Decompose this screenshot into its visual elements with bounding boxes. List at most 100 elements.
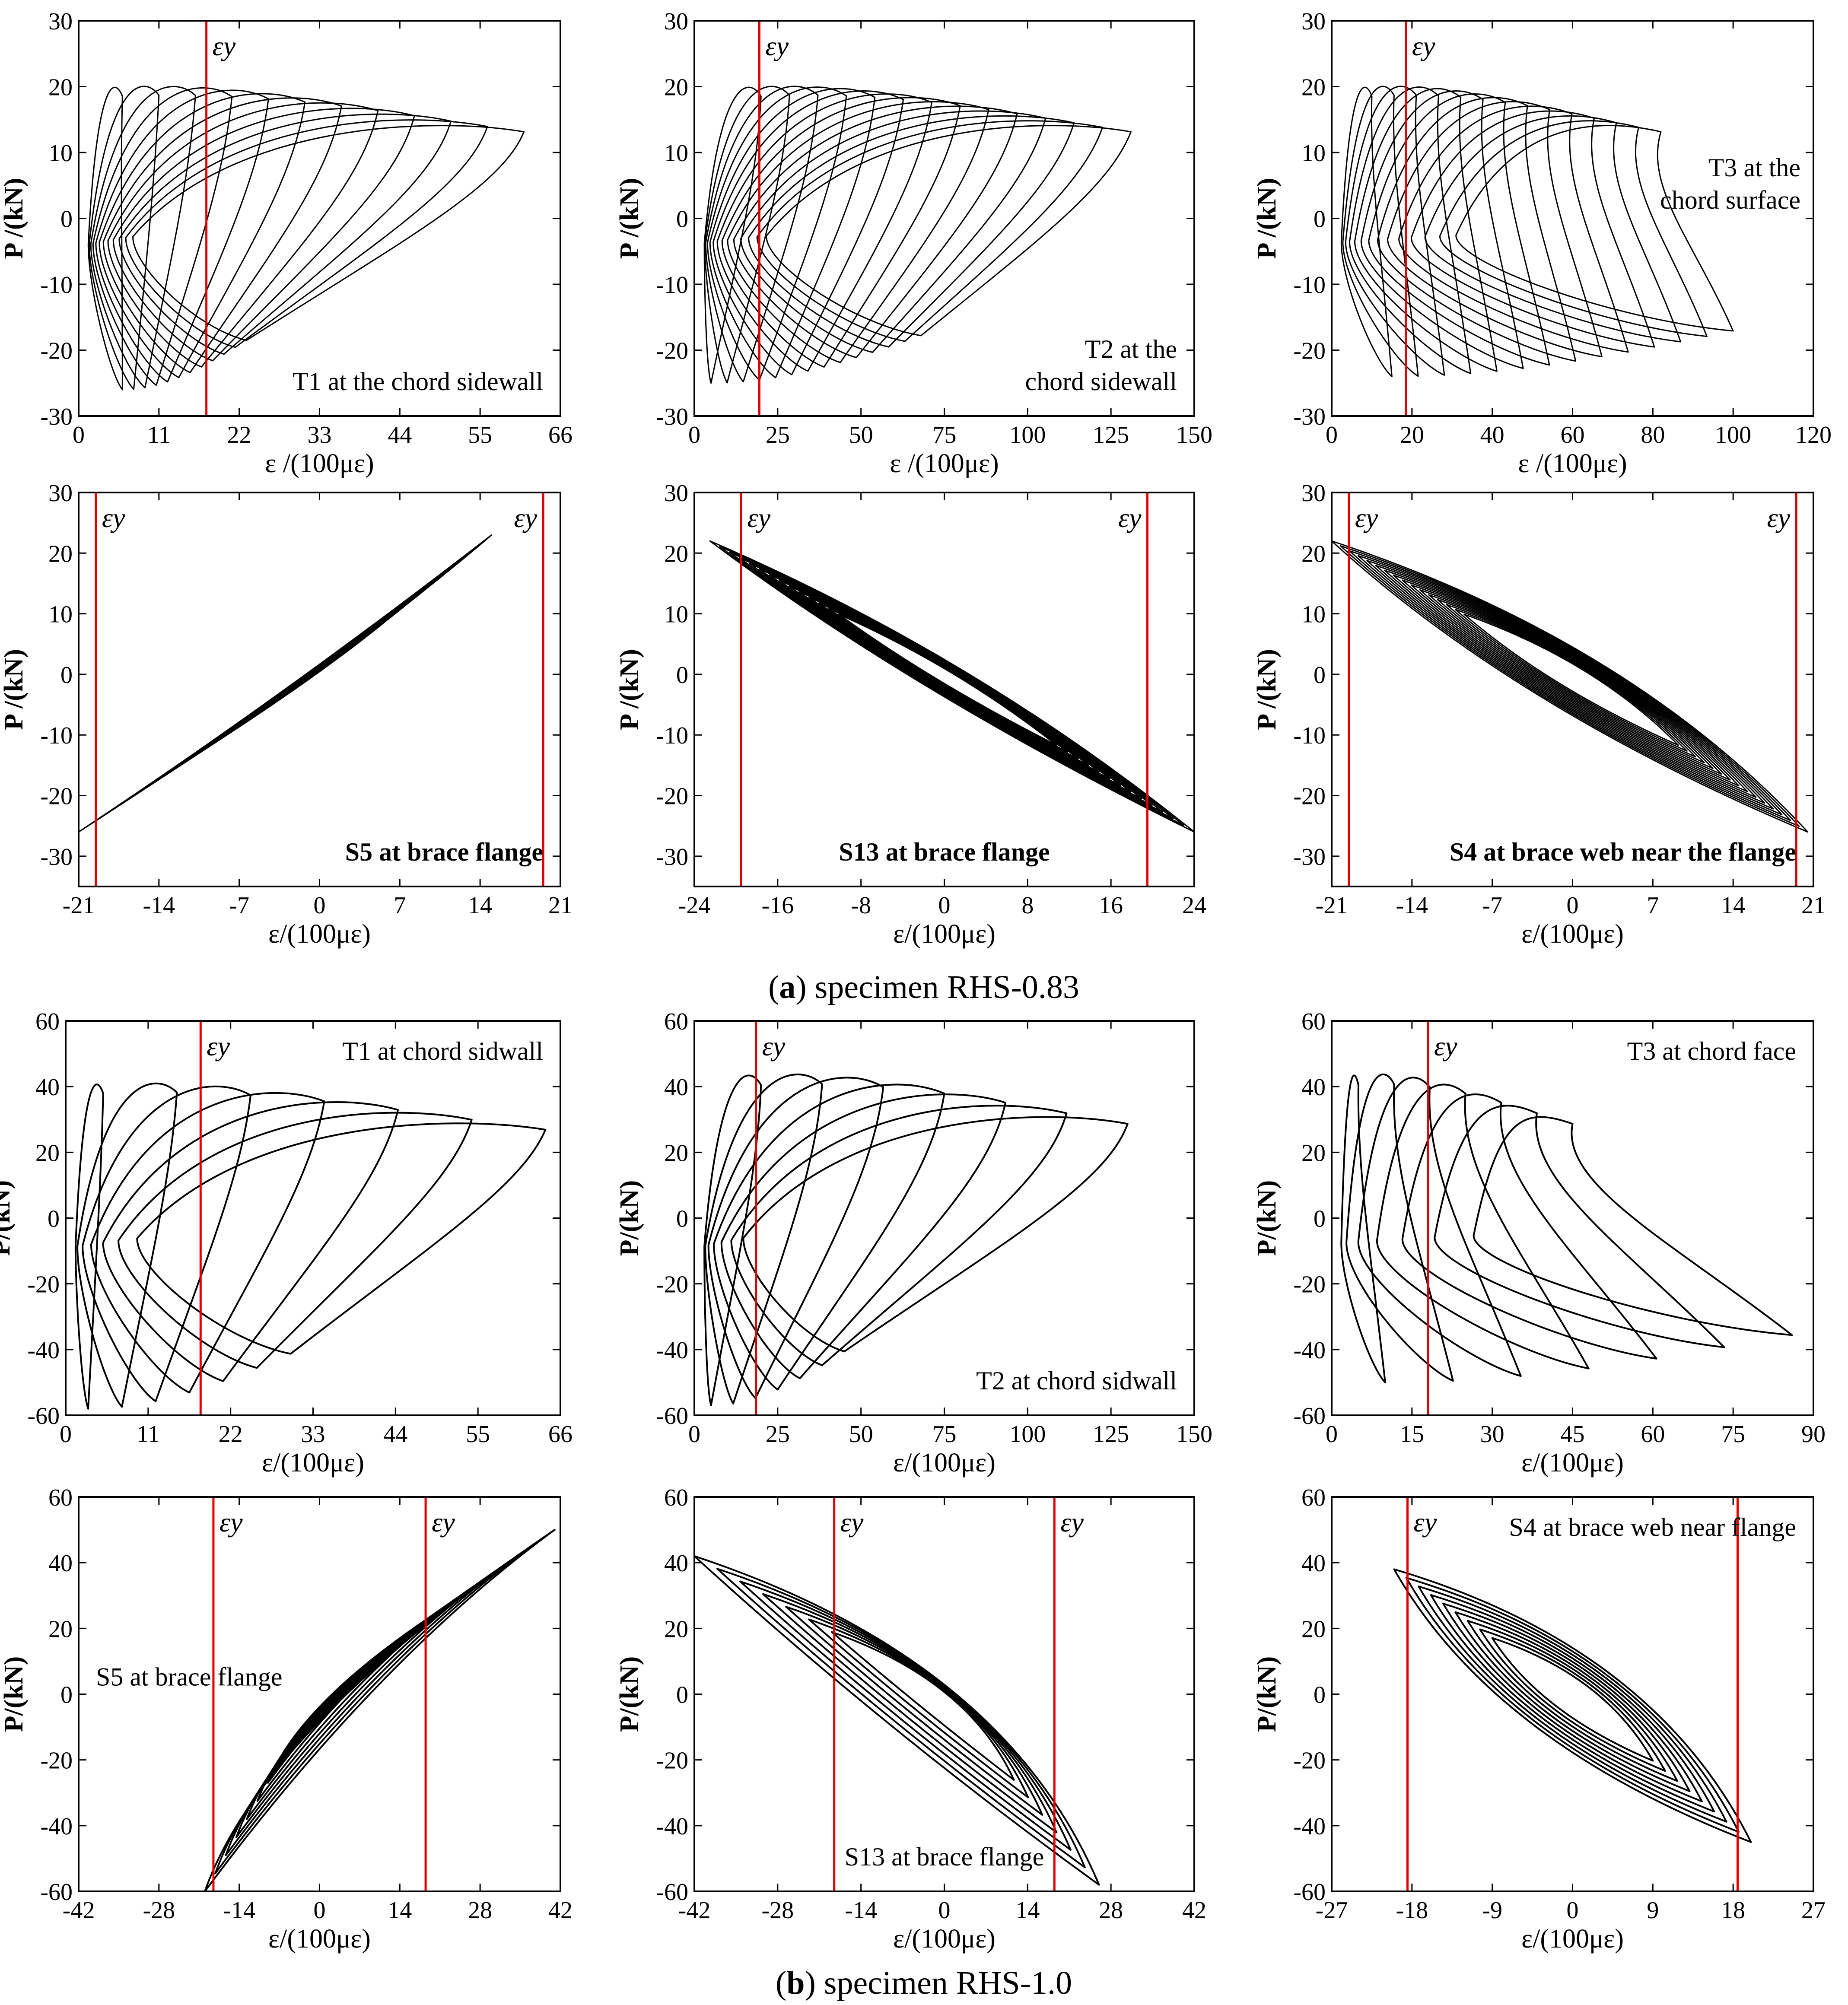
chart-panel-a4: εy εy -21 -14 -7 0 7 14 21 -30 -20 -10 0 10 20 30 ε/(100…: [0, 480, 573, 949]
x-tick-label: 40: [1480, 422, 1504, 448]
hysteresis-curves: [703, 86, 1132, 384]
y-tick-label: -40: [656, 1813, 688, 1840]
x-tick-label: 0: [314, 892, 326, 919]
yield-label: εy: [1060, 1507, 1084, 1538]
hysteresis-loop: [1384, 569, 1757, 798]
y-tick-label: 0: [60, 662, 73, 689]
x-tick-label: 0: [314, 1897, 326, 1924]
chart-panel-a3: εy 0 20 40 60 80 100 120 -30 -20 -10 0 10 20 30 ε /(100…: [1252, 8, 1832, 478]
yield-label: εy: [514, 502, 538, 533]
y-tick-label: 0: [1314, 662, 1326, 689]
hysteresis-loop: [707, 1077, 884, 1399]
yield-label: εy: [1118, 502, 1142, 533]
hysteresis-loop: [1375, 565, 1765, 804]
x-tick-label: 33: [301, 1421, 325, 1448]
y-tick-label: 30: [1301, 8, 1326, 35]
x-axis-label: ε /(100με): [265, 449, 374, 478]
hysteresis-curves: [204, 1529, 556, 1892]
x-tick-label: 9: [1647, 1897, 1659, 1924]
y-tick-label: 10: [1301, 601, 1326, 628]
x-tick-label: 0: [688, 422, 700, 448]
hysteresis-loop: [838, 613, 1058, 746]
chart-panel-b5: εy εy -42 -28 -14 0 14 28 42 -60 -40 -20 0 20 40 60 ε/(1…: [615, 1484, 1206, 1954]
hysteresis-loop: [818, 602, 1079, 759]
curve-annotation: T2 at chord sidwall: [976, 1366, 1177, 1395]
y-axis-label: P /(kN): [1252, 178, 1282, 259]
x-axis-label: ε/(100με): [893, 1448, 996, 1478]
x-tick-label: 125: [1093, 422, 1129, 448]
hysteresis-loop: [1393, 574, 1748, 792]
hysteresis-loop: [1342, 86, 1419, 377]
hysteresis-loop: [789, 585, 1110, 779]
y-tick-label: -20: [40, 338, 73, 365]
hysteresis-loop: [706, 86, 847, 381]
hysteresis-loop: [132, 125, 525, 341]
y-tick-label: 0: [1314, 1682, 1326, 1709]
x-axis-label: ε/(100με): [1521, 1924, 1624, 1954]
x-tick-label: 120: [1795, 422, 1832, 448]
yield-label: εy: [840, 1507, 864, 1538]
y-axis-label: P/(kN): [0, 1180, 16, 1256]
x-tick-label: 60: [1641, 1421, 1665, 1448]
yield-label: εy: [762, 1031, 786, 1061]
yield-label: εy: [219, 1507, 243, 1538]
y-tick-label: -20: [1293, 338, 1326, 365]
x-tick-label: 22: [219, 1421, 243, 1448]
chart-panel-a2: εy 0 25 50 75 100 125 150 -30 -20 -10 0 10 20 30 ε /(10…: [615, 8, 1212, 478]
x-tick-label: 7: [394, 892, 406, 919]
y-tick-label: 30: [664, 480, 688, 507]
x-tick-label: 14: [1721, 892, 1745, 919]
y-tick-label: -40: [1293, 1813, 1326, 1840]
hysteresis-loop: [759, 569, 1142, 800]
curve-annotation: S13 at brace flange: [839, 838, 1050, 866]
y-tick-label: 20: [35, 1140, 60, 1166]
x-tick-label: 50: [849, 1421, 873, 1448]
y-tick-label: -20: [40, 783, 73, 810]
hysteresis-loop: [739, 1580, 1072, 1851]
hysteresis-loop: [1349, 86, 1472, 375]
hysteresis-loop: [1401, 1093, 1657, 1360]
hysteresis-loop: [89, 86, 160, 390]
chart-panel-a5: εy εy -24 -16 -8 0 8 16 24 -30 -20 -10 0 10 20 30 ε/(100…: [615, 480, 1206, 949]
x-tick-label: 0: [1567, 1897, 1579, 1924]
hysteresis-curves: [1331, 540, 1809, 833]
hysteresis-loop: [733, 105, 1018, 359]
x-tick-label: -8: [851, 892, 871, 919]
x-tick-label: 55: [468, 422, 492, 448]
x-tick-label: 66: [548, 1421, 573, 1448]
x-axis-label: ε/(100με): [893, 919, 996, 949]
curve-annotation: T2 at the chord sidewall: [1025, 335, 1177, 396]
hysteresis-loop: [82, 1085, 251, 1402]
hysteresis-loop: [1454, 609, 1688, 752]
hysteresis-loop: [87, 86, 123, 391]
x-tick-label: -18: [1396, 1897, 1428, 1924]
y-tick-label: -30: [656, 404, 688, 430]
x-tick-label: -21: [63, 892, 95, 919]
x-tick-label: -28: [762, 1897, 794, 1924]
hysteresis-loop: [1402, 579, 1740, 787]
y-tick-label: 10: [664, 601, 688, 628]
x-tick-label: 25: [766, 422, 790, 448]
y-tick-label: 10: [664, 140, 688, 167]
x-tick-label: 75: [1721, 1421, 1745, 1448]
yield-label: εy: [432, 1507, 455, 1538]
y-tick-label: 40: [664, 1074, 688, 1101]
hysteresis-loop: [78, 534, 493, 833]
x-tick-label: 21: [1801, 892, 1826, 919]
chart-panel-a1: εy 0 11 22 33 44 55 66 -30 -20 -10 0 10 20 30 ε /(100με…: [0, 8, 573, 478]
x-tick-label: 0: [1326, 422, 1338, 448]
x-axis-label: ε /(100με): [1518, 449, 1627, 478]
hysteresis-loop: [1340, 1074, 1386, 1383]
x-tick-label: -9: [1482, 1897, 1502, 1924]
x-tick-label: 0: [60, 1421, 72, 1448]
hysteresis-loop: [74, 1084, 104, 1410]
y-tick-label: -20: [27, 1271, 60, 1298]
x-tick-label: 44: [388, 422, 412, 448]
hysteresis-loop: [766, 125, 1132, 337]
hysteresis-loop: [748, 115, 1075, 348]
hysteresis-loop: [102, 97, 342, 373]
y-tick-label: 40: [48, 1550, 73, 1577]
y-tick-label: -20: [40, 1748, 73, 1774]
x-tick-label: 33: [308, 422, 332, 448]
y-tick-label: 60: [1301, 1484, 1326, 1511]
